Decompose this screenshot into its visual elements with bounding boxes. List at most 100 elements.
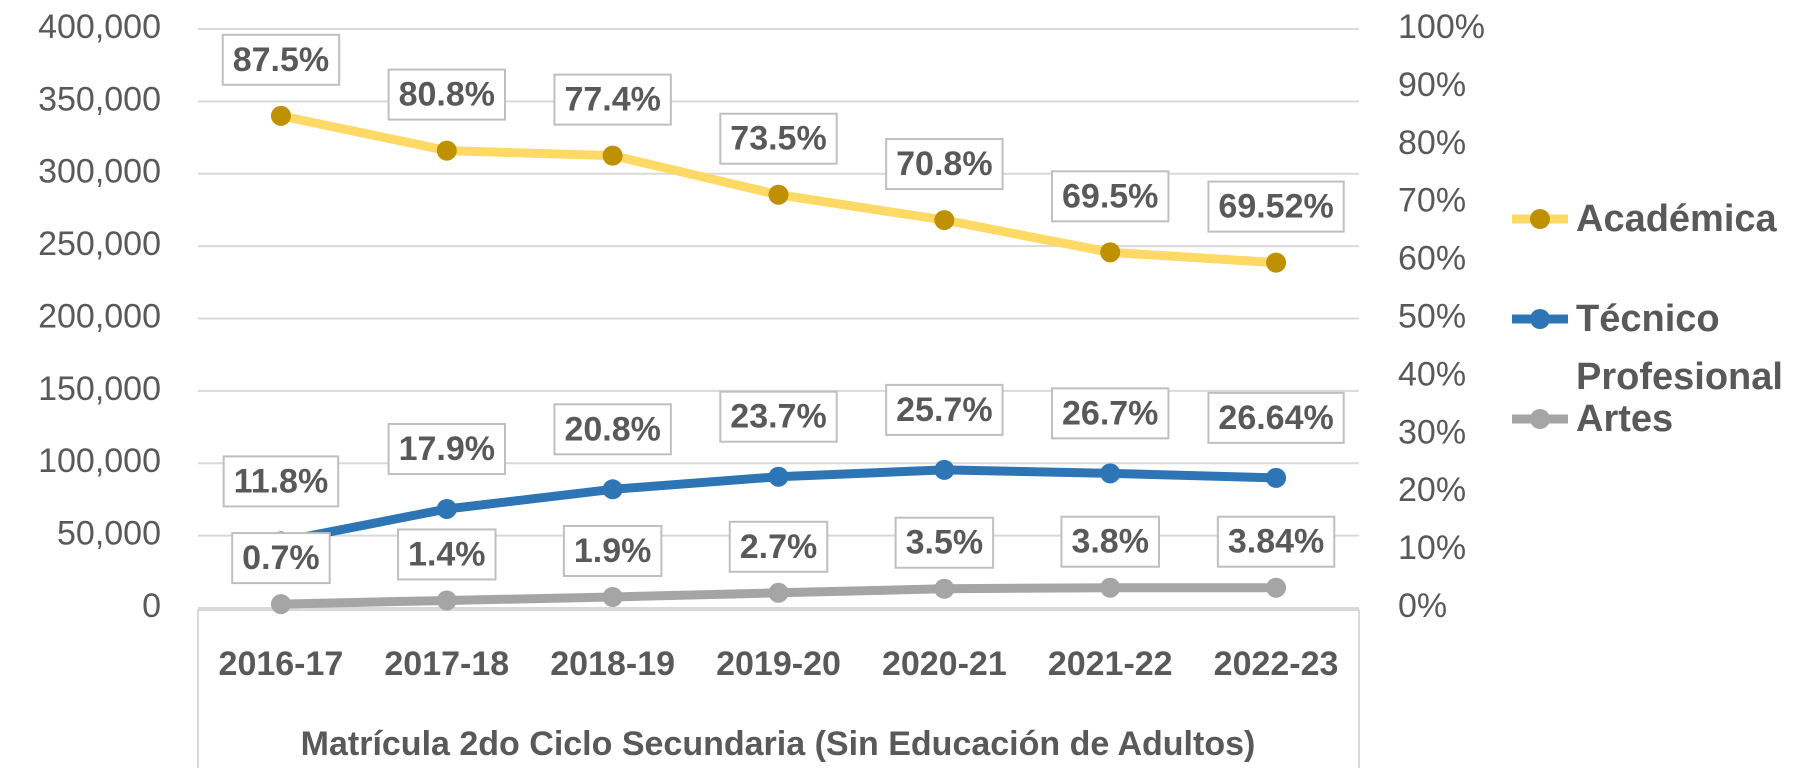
y2-tick-label: 50% bbox=[1398, 297, 1466, 335]
y2-tick-label: 30% bbox=[1398, 413, 1466, 451]
data-label-box bbox=[894, 516, 995, 569]
data-label-box bbox=[719, 390, 838, 443]
data-label-box bbox=[231, 532, 331, 585]
data-label: 87.5% bbox=[233, 41, 329, 79]
legend-swatch bbox=[1512, 309, 1568, 329]
data-label-box bbox=[1051, 170, 1170, 223]
marker bbox=[1100, 577, 1121, 598]
marker bbox=[1266, 467, 1287, 488]
data-label-box bbox=[553, 403, 672, 456]
y2-tick-label: 80% bbox=[1398, 124, 1466, 162]
data-label-box bbox=[387, 68, 506, 121]
marker bbox=[1266, 252, 1287, 273]
data-label: 70.8% bbox=[896, 145, 992, 183]
marker bbox=[602, 145, 623, 166]
data-label: 0.7% bbox=[242, 539, 320, 577]
marker bbox=[436, 498, 457, 519]
data-label: 69.5% bbox=[1062, 177, 1158, 215]
data-label-box bbox=[885, 138, 1004, 191]
data-label: 80.8% bbox=[399, 76, 495, 114]
x-tick-label: 2020-21 bbox=[882, 645, 1007, 683]
marker bbox=[768, 582, 789, 603]
y-tick-label: 350,000 bbox=[38, 80, 161, 118]
legend-swatch bbox=[1512, 209, 1568, 229]
y2-tick-label: 70% bbox=[1398, 182, 1466, 220]
x-axis-title: Matrícula 2do Ciclo Secundaria (Sin Educ… bbox=[301, 725, 1256, 763]
x-tick-label: 2016-17 bbox=[219, 645, 344, 683]
data-label-box bbox=[1216, 515, 1336, 568]
y-tick-label: 400,000 bbox=[38, 8, 161, 46]
data-label: 69.52% bbox=[1218, 188, 1333, 226]
marker bbox=[768, 466, 789, 487]
marker bbox=[436, 140, 457, 161]
data-label: 73.5% bbox=[730, 120, 826, 158]
marker bbox=[1100, 463, 1121, 484]
y2-tick-label: 10% bbox=[1398, 529, 1466, 567]
data-label-box bbox=[222, 455, 340, 508]
y-tick-label: 100,000 bbox=[38, 442, 161, 480]
x-tick-label: 2022-23 bbox=[1214, 645, 1339, 683]
y2-tick-label: 20% bbox=[1398, 471, 1466, 509]
data-label: 1.9% bbox=[574, 532, 652, 570]
data-label-box bbox=[1060, 515, 1160, 568]
data-label-box bbox=[1051, 387, 1170, 440]
y2-tick-label: 90% bbox=[1398, 66, 1466, 104]
marker bbox=[270, 594, 291, 615]
legend-label: Técnico Profesional bbox=[1576, 298, 1783, 398]
marker bbox=[602, 586, 623, 607]
data-label: 3.5% bbox=[906, 524, 984, 562]
marker bbox=[934, 459, 955, 480]
data-label: 3.8% bbox=[1071, 523, 1149, 561]
data-label: 3.84% bbox=[1228, 523, 1324, 561]
x-tick-label: 2017-18 bbox=[384, 645, 509, 683]
y-tick-label: 200,000 bbox=[38, 297, 161, 335]
data-label: 77.4% bbox=[564, 81, 660, 119]
marker bbox=[1266, 577, 1287, 598]
data-label: 26.64% bbox=[1218, 399, 1333, 437]
x-tick-label: 2021-22 bbox=[1048, 645, 1173, 683]
marker bbox=[436, 590, 457, 611]
marker bbox=[934, 210, 955, 231]
data-label: 23.7% bbox=[730, 398, 826, 436]
data-label: 17.9% bbox=[399, 430, 495, 468]
legend-label: Artes bbox=[1576, 398, 1674, 440]
data-label-box bbox=[387, 422, 506, 475]
y2-tick-label: 100% bbox=[1398, 8, 1485, 46]
marker bbox=[768, 184, 789, 205]
data-label-box bbox=[728, 520, 829, 573]
data-label-box bbox=[562, 524, 663, 577]
marker bbox=[270, 105, 291, 126]
y2-tick-label: 40% bbox=[1398, 355, 1466, 393]
y-tick-label: 250,000 bbox=[38, 225, 161, 263]
legend-item: Técnico Profesional bbox=[1510, 290, 1800, 406]
legend-label: Académica bbox=[1576, 198, 1777, 240]
data-label-box bbox=[1207, 180, 1345, 233]
marker bbox=[934, 578, 955, 599]
y-tick-label: 300,000 bbox=[38, 153, 161, 191]
data-label-box bbox=[221, 33, 341, 86]
data-label: 2.7% bbox=[740, 528, 818, 566]
data-label-box bbox=[397, 528, 497, 581]
x-tick-label: 2018-19 bbox=[550, 645, 675, 683]
legend-swatch bbox=[1512, 409, 1568, 429]
data-label: 20.8% bbox=[564, 410, 660, 448]
marker bbox=[602, 479, 623, 500]
data-label-box bbox=[719, 112, 838, 165]
y-tick-label: 150,000 bbox=[38, 370, 161, 408]
x-tick-label: 2019-20 bbox=[716, 645, 841, 683]
y-tick-label: 50,000 bbox=[57, 515, 161, 553]
marker bbox=[1100, 242, 1121, 263]
data-label: 1.4% bbox=[408, 535, 486, 573]
data-label: 25.7% bbox=[896, 391, 992, 429]
data-label-box bbox=[885, 383, 1004, 436]
legend-item: Académica bbox=[1510, 190, 1777, 248]
axis-box bbox=[197, 609, 1360, 768]
data-label-box bbox=[1207, 391, 1345, 444]
y2-tick-label: 0% bbox=[1398, 587, 1447, 625]
y-tick-label: 0 bbox=[142, 587, 161, 625]
data-label-box bbox=[553, 73, 672, 126]
y2-tick-label: 60% bbox=[1398, 240, 1466, 278]
data-label: 11.8% bbox=[234, 462, 329, 500]
